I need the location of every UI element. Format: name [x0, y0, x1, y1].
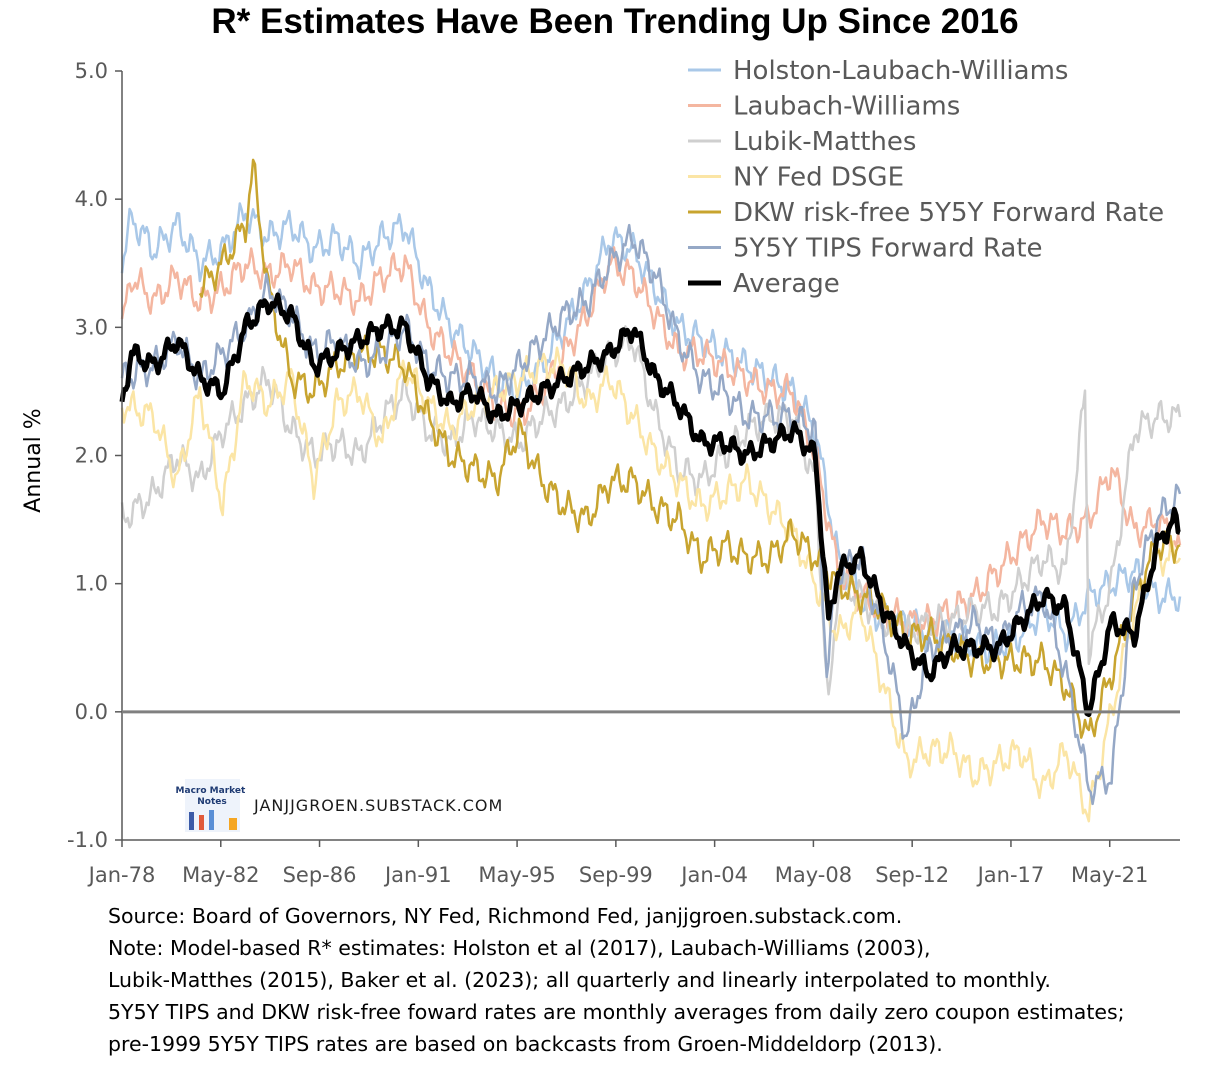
logo-text: Macro Market Notes — [176, 786, 249, 807]
logo-figure — [199, 815, 204, 830]
axis-layer: 5.0 4.0 3.0 2.0 1.0 0.0 -1.0 Jan-78 May-82 Sep-86… — [21, 59, 1180, 887]
y-tick-label: 3.0 — [75, 315, 108, 339]
y-tick-label: 1.0 — [75, 572, 108, 596]
series-line-4 — [120, 346, 1182, 823]
legend-label: DKW risk-free 5Y5Y Forward Rate — [733, 198, 1164, 228]
line-chart: 5.0 4.0 3.0 2.0 1.0 0.0 -1.0 Jan-78 May-82 Sep-86… — [21, 56, 1182, 887]
chart-title: R* Estimates Have Been Trending Up Since… — [211, 2, 1019, 41]
legend: Holston-Laubach-Williams Laubach-Williams… — [688, 56, 1164, 299]
legend-label: Holston-Laubach-Williams — [733, 56, 1068, 86]
series-line-6 — [120, 223, 1182, 806]
watermark: Macro Market Notes JANJJGROEN.SUBSTACK.C… — [176, 779, 503, 832]
x-tick-label: May-82 — [182, 863, 259, 887]
chart-notes: Source: Board of Governors, NY Fed, Rich… — [108, 900, 1228, 1060]
legend-label: NY Fed DSGE — [733, 163, 904, 193]
series-layer — [119, 158, 1182, 823]
x-tick-label: Jan-91 — [383, 863, 452, 887]
source-note: Source: Board of Governors, NY Fed, Rich… — [108, 904, 903, 928]
x-tick-label: May-08 — [775, 863, 852, 887]
x-tick-label: Sep-12 — [875, 863, 949, 887]
y-tick-label: 2.0 — [75, 444, 108, 468]
x-tick-label: Jan-78 — [87, 863, 156, 887]
method-note: 5Y5Y TIPS and DKW risk-free foward rates… — [108, 1000, 1125, 1024]
series-line-7 — [119, 292, 1181, 718]
legend-label: 5Y5Y TIPS Forward Rate — [733, 234, 1043, 264]
x-tick-label: May-21 — [1071, 863, 1148, 887]
x-tick-label: Sep-99 — [579, 863, 653, 887]
y-tick-label: 4.0 — [75, 187, 108, 211]
y-tick-label: 0.0 — [75, 700, 108, 724]
method-note: Lubik-Matthes (2015), Baker et al. (2023… — [108, 968, 1051, 992]
x-tick-label: Jan-17 — [976, 863, 1045, 887]
watermark-site: JANJJGROEN.SUBSTACK.COM — [253, 796, 503, 815]
legend-label: Average — [733, 269, 840, 299]
series-line-1 — [120, 202, 1182, 665]
x-tick-label: Sep-86 — [283, 863, 357, 887]
legend-label: Lubik-Matthes — [733, 127, 916, 157]
y-axis-title: Annual % — [21, 408, 46, 512]
x-tick-label: Jan-04 — [679, 863, 748, 887]
logo-bar — [229, 818, 237, 830]
method-note: pre-1999 5Y5Y TIPS rates are based on ba… — [108, 1032, 943, 1056]
series-line-3 — [120, 325, 1182, 696]
legend-label: Laubach-Williams — [733, 92, 960, 122]
y-tick-label: -1.0 — [67, 828, 108, 852]
logo-figure — [189, 812, 194, 830]
logo-figure — [209, 810, 214, 830]
x-tick-label: May-95 — [478, 863, 555, 887]
y-tick-label: 5.0 — [75, 59, 108, 83]
method-note: Note: Model-based R* estimates: Holston … — [108, 936, 931, 960]
series-line-2 — [120, 246, 1182, 639]
